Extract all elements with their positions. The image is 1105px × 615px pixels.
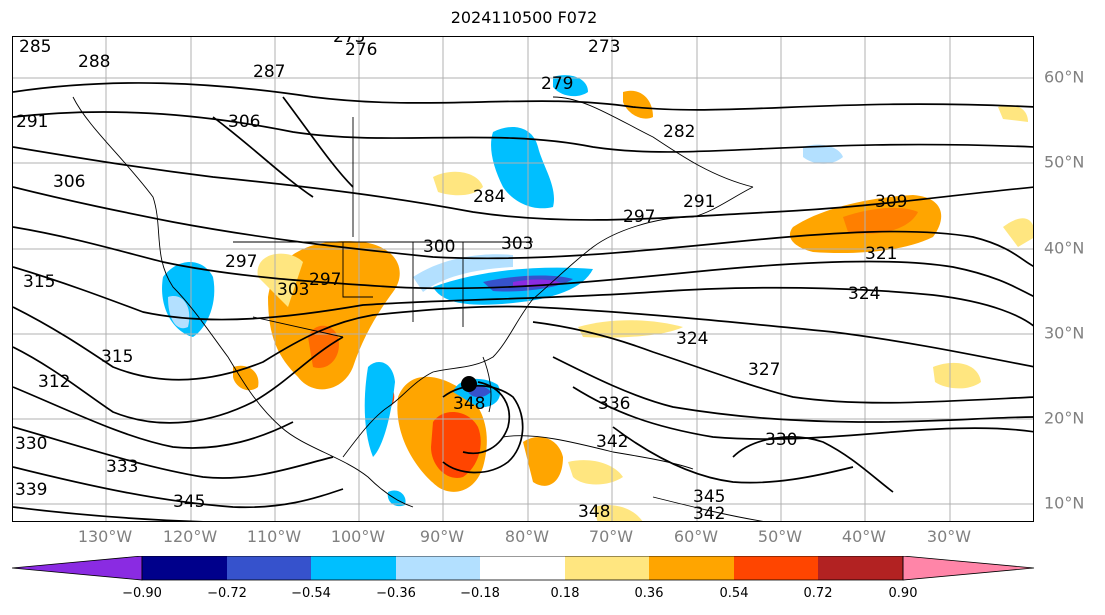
contour-label: 330 [15, 434, 47, 454]
colorbar-tick-label: 0.90 [888, 586, 918, 601]
contour-label: 306 [53, 172, 85, 192]
contour-label: 327 [748, 360, 780, 380]
lat-label: 10°N [1044, 493, 1085, 513]
contour-label: 348 [453, 394, 485, 414]
colorbar-segment [902, 556, 1035, 581]
lon-label: 80°W [504, 527, 550, 546]
contour-label: 309 [875, 192, 907, 212]
lon-label: 60°W [673, 527, 719, 546]
contour-label: 279 [541, 74, 573, 94]
contour-label: 345 [693, 487, 725, 507]
lon-label: 100°W [330, 527, 386, 546]
contour-label: 297 [309, 270, 341, 290]
contour-label: 315 [101, 347, 133, 367]
colorbar-tick-label: 0.72 [803, 586, 833, 601]
contour-label: 336 [598, 394, 630, 414]
lon-label: 120°W [162, 527, 218, 546]
contour-label: 303 [277, 280, 309, 300]
contour-label: 321 [865, 244, 897, 264]
contour-label: 276 [345, 40, 377, 60]
lat-label: 50°N [1044, 152, 1085, 172]
lat-label: 40°N [1044, 238, 1085, 258]
contour-label: 297 [225, 252, 257, 272]
lon-label: 110°W [246, 527, 302, 546]
contour-label: 339 [15, 480, 47, 500]
lon-label: 130°W [77, 527, 133, 546]
colorbar-tick-label: −0.72 [207, 586, 247, 601]
colorbar-tick-label: 0.18 [550, 586, 580, 601]
lon-label: 40°W [841, 527, 887, 546]
lon-label: 50°W [757, 527, 803, 546]
contour-label: 273 [588, 37, 620, 57]
colorbar-segment [12, 556, 143, 581]
colorbar-tick-label: −0.54 [291, 586, 331, 601]
colorbar [12, 556, 1035, 581]
colorbar-segment [565, 556, 649, 580]
contour-label: 306 [228, 112, 260, 132]
chart-title: 2024110500 F072 [450, 8, 598, 27]
contour-label: 312 [38, 372, 70, 392]
lon-label: 70°W [588, 527, 634, 546]
contour-label: 275 [333, 37, 365, 47]
contour-label: 282 [663, 122, 695, 142]
contour-label: 342 [596, 432, 628, 452]
contour-label: 315 [23, 272, 55, 292]
lat-label: 60°N [1044, 67, 1085, 87]
contour-label: 342 [693, 504, 725, 522]
contour-label: 300 [423, 237, 455, 257]
colorbar-segment [480, 556, 565, 580]
colorbar-tick-label: 0.54 [719, 586, 749, 601]
colorbar-tick-label: −0.90 [122, 586, 162, 601]
contour-label: 287 [253, 62, 285, 82]
lat-label: 20°N [1044, 408, 1085, 428]
colorbar-segment [649, 556, 734, 580]
colorbar-tick-label: −0.36 [376, 586, 416, 601]
colorbar-segment [734, 556, 818, 580]
contour-label: 291 [683, 192, 715, 212]
contour-label: 345 [173, 492, 205, 512]
map-svg: 285 275 276 288 287 273 279 291 306 306 … [13, 37, 1033, 522]
contour-label: 333 [106, 457, 138, 477]
map-panel: 285 275 276 288 287 273 279 291 306 306 … [12, 36, 1034, 522]
lon-label: 30°W [926, 527, 972, 546]
colorbar-segment [396, 556, 480, 580]
contours [13, 82, 1033, 521]
contour-label: 297 [623, 207, 655, 227]
contour-label: 291 [16, 112, 48, 132]
contour-label: 324 [848, 284, 880, 304]
contour-label: 303 [501, 234, 533, 254]
contour-label: 348 [578, 502, 610, 522]
colorbar-segment [818, 556, 903, 580]
contour-labels: 285 275 276 288 287 273 279 291 306 306 … [15, 37, 907, 522]
colorbar-tick-label: 0.36 [634, 586, 664, 601]
graticule [13, 37, 1033, 521]
contour-label: 330 [765, 430, 797, 450]
contour-label: 285 [19, 37, 51, 57]
colorbar-segment [227, 556, 311, 580]
storm-center-marker [461, 376, 477, 392]
contour-label: 324 [676, 329, 708, 349]
colorbar-segment [142, 556, 227, 580]
contour-label: 284 [473, 187, 505, 207]
lon-label: 90°W [419, 527, 465, 546]
contour-label: 288 [78, 52, 110, 72]
colorbar-tick-label: −0.18 [460, 586, 500, 601]
colorbar-segment [311, 556, 396, 580]
lat-label: 30°N [1044, 323, 1085, 343]
